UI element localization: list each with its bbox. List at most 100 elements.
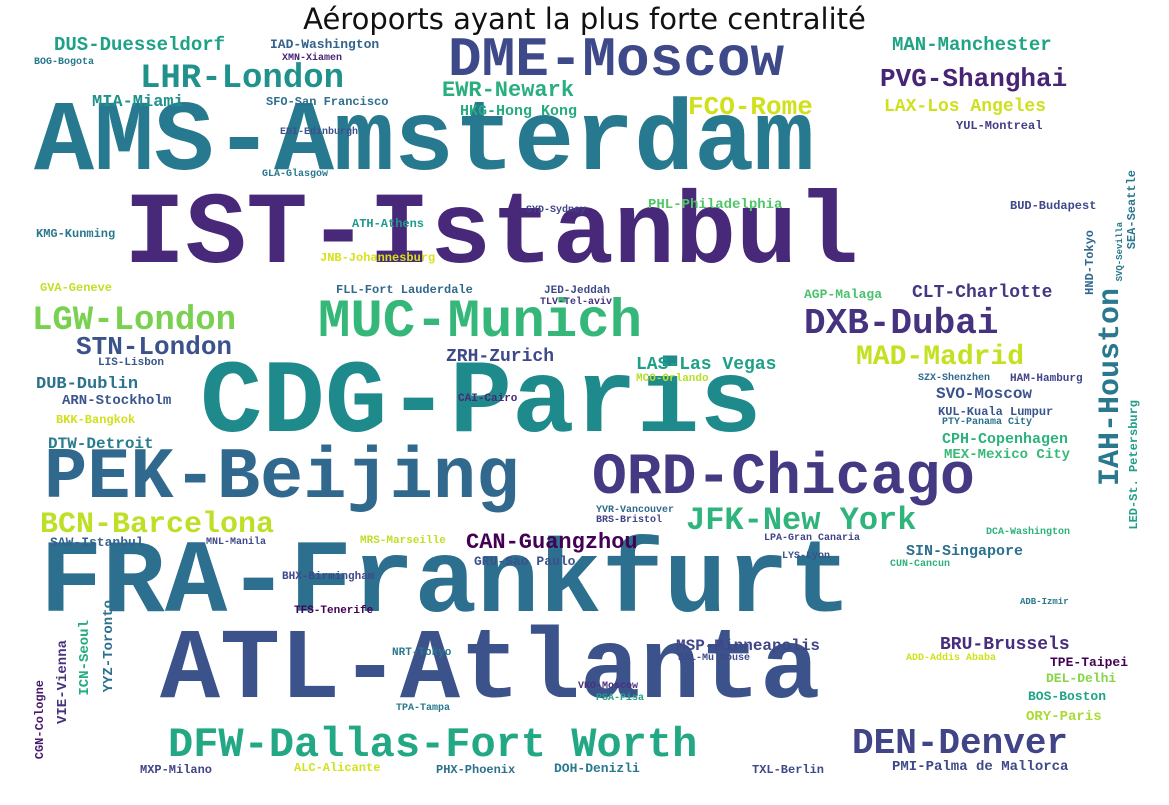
word-bkk-bangkok: BKK-Bangkok — [56, 413, 136, 427]
word-nrt-tokyo: NRT-Tokyo — [392, 647, 452, 659]
word-fco-rome: FCO-Rome — [688, 92, 813, 122]
word-man-manchester: MAN-Manchester — [892, 34, 1052, 56]
word-dca-washington: DCA-Washington — [986, 527, 1071, 538]
word-sea-seattle: SEA-Seattle — [1125, 170, 1139, 250]
word-pek-beijing: PEK-Beijing — [44, 437, 520, 519]
word-tlv-tel-aviv: TLV-Tel-aviv — [540, 297, 613, 308]
word-mrs-marseille: MRS-Marseille — [360, 535, 446, 547]
word-doh-denizli: DOH-Denizli — [554, 761, 640, 776]
word-cgn-cologne: CGN-Cologne — [33, 680, 47, 760]
word-ham-hamburg: HAM-Hamburg — [1010, 373, 1083, 385]
word-zrh-zurich: ZRH-Zurich — [446, 347, 555, 367]
word-lhr-london: LHR-London — [140, 60, 345, 98]
word-atl-atlanta: ATL-Atlanta — [160, 615, 821, 728]
word-brs-bristol: BRS-Bristol — [596, 515, 663, 526]
word-yul-montreal: YUL-Montreal — [956, 119, 1043, 133]
word-fll-fort-lauderdale: FLL-Fort Lauderdale — [336, 283, 473, 297]
word-bos-boston: BOS-Boston — [1028, 689, 1107, 704]
word-txl-berlin: TXL-Berlin — [752, 763, 825, 777]
word-arn-stockholm: ARN-Stockholm — [62, 393, 172, 409]
word-mnl-manila: MNL-Manila — [206, 537, 267, 548]
word-ath-athens: ATH-Athens — [352, 217, 425, 231]
word-pmi-palma: PMI-Palma de Mallorca — [892, 759, 1069, 775]
word-led-st-petersburg: LED-St. Petersburg — [1127, 400, 1141, 530]
word-bsl-mulhouse: BSL-Mulhouse — [678, 653, 751, 664]
word-bhx-birmingham: BHX-Birmingham — [282, 571, 375, 583]
word-bru-brussels: BRU-Brussels — [940, 635, 1070, 655]
word-psa-pisa: PSA-Pisa — [596, 693, 645, 704]
word-dtw-detroit: DTW-Detroit — [48, 435, 154, 453]
word-cdg-paris: CDG-Paris — [200, 345, 762, 463]
word-dxb-dubai: DXB-Dubai — [804, 303, 999, 344]
word-edi-edinburgh: EDI-Edinburgh — [280, 127, 359, 138]
word-can-guangzhou: CAN-Guangzhou — [466, 530, 638, 555]
word-kmg-kunming: KMG-Kunming — [36, 227, 116, 241]
word-dme-moscow: DME-Moscow — [448, 28, 785, 92]
word-icn-seoul: ICN-Seoul — [77, 620, 93, 696]
word-add-addis-ababa: ADD-Addis Ababa — [906, 653, 997, 664]
word-mco-orlando: MCO-Orlando — [636, 373, 709, 385]
word-lis-lisbon: LIS-Lisbon — [98, 357, 165, 369]
word-tpe-taipei: TPE-Taipei — [1050, 655, 1129, 670]
word-mad-madrid: MAD-Madrid — [856, 342, 1025, 373]
word-lys-lyon: LYS-Lyon — [782, 551, 831, 562]
word-bog-bogota: BOG-Bogota — [34, 57, 95, 68]
word-cph-copenhagen: CPH-Copenhagen — [942, 431, 1069, 448]
word-msp-minneapolis: MSP-Minneapolis — [676, 637, 821, 655]
word-fra-frankfurt: FRA-Frankfurt — [40, 525, 852, 643]
word-saw-istanbul: SAW-Istanbul — [50, 535, 144, 550]
word-alc-alicante: ALC-Alicante — [294, 761, 381, 775]
word-pvg-shanghai: PVG-Shanghai — [880, 64, 1068, 94]
word-agp-malaga: AGP-Malaga — [804, 287, 883, 302]
word-lpa-gran-canaria: LPA-Gran Canaria — [764, 533, 861, 544]
word-vko-moscow: VKO-Moscow — [578, 681, 639, 692]
word-stn-london: STN-London — [76, 332, 233, 362]
word-dus-duesseldorf: DUS-Duesseldorf — [54, 34, 226, 56]
word-lax-los-angeles: LAX-Los Angeles — [884, 97, 1047, 117]
word-cun-cancun: CUN-Cancun — [890, 559, 951, 570]
word-las-las-vegas: LAS-Las Vegas — [636, 355, 777, 375]
word-ist-istanbul: IST-Istanbul — [124, 177, 859, 293]
word-phl-philadelphia: PHL-Philadelphia — [648, 197, 783, 213]
word-clt-charlotte: CLT-Charlotte — [912, 283, 1053, 303]
word-bud-budapest: BUD-Budapest — [1010, 199, 1097, 213]
word-bcn-barcelona: BCN-Barcelona — [40, 508, 275, 542]
word-lgw-london: LGW-London — [32, 302, 237, 340]
word-gva-geneve: GVA-Geneve — [40, 281, 113, 295]
word-yvr-vancouver: YVR-Vancouver — [596, 505, 675, 516]
word-iad-washington: IAD-Washington — [270, 37, 380, 52]
word-svo-moscow: SVO-Moscow — [936, 385, 1033, 403]
word-gru-sao-paulo: GRU-Sao Paulo — [474, 554, 576, 569]
word-mxp-milano: MXP-Milano — [140, 763, 213, 777]
word-tfs-tenerife: TFS-Tenerife — [294, 605, 374, 617]
word-ams-amsterdam: AMS-Amsterdam — [34, 87, 815, 200]
word-den-denver: DEN-Denver — [852, 723, 1069, 764]
word-sfo-san-francisco: SFO-San Francisco — [266, 95, 389, 109]
word-tpa-tampa: TPA-Tampa — [396, 703, 451, 714]
word-muc-munich: MUC-Munich — [318, 292, 643, 353]
word-ewr-newark: EWR-Newark — [442, 78, 575, 103]
word-iah-houston: IAH-Houston — [1094, 288, 1128, 487]
word-svq-sevilla: SVQ-Sevilla — [1115, 222, 1125, 282]
word-ory-paris: ORY-Paris — [1026, 709, 1102, 725]
word-gla-glasgow: GLA-Glasgow — [262, 169, 329, 180]
word-kul-kuala-lumpur: KUL-Kuala Lumpur — [938, 405, 1054, 419]
word-hkg-hong-kong: HKG-Hong Kong — [460, 103, 578, 120]
figure-title: Aéroports ayant la plus forte centralité — [303, 2, 866, 36]
word-phx-phoenix: PHX-Phoenix — [436, 763, 516, 777]
word-dfw-dallas-fort-worth: DFW-Dallas-Fort Worth — [168, 721, 698, 769]
word-jfk-new-york: JFK-New York — [686, 502, 917, 539]
word-del-delhi: DEL-Delhi — [1046, 671, 1117, 686]
word-szx-shenzhen: SZX-Shenzhen — [918, 373, 991, 384]
word-sin-singapore: SIN-Singapore — [906, 543, 1024, 560]
word-pty-panama-city: PTY-Panama City — [942, 417, 1033, 428]
word-hnd-tokyo: HND-Tokyo — [1083, 230, 1097, 295]
word-mex-mexico-city: MEX-Mexico City — [944, 447, 1071, 463]
word-jnb-johannesburg: JNB-Johannesburg — [320, 251, 436, 265]
word-syd-sydney: SYD-Sydney — [526, 205, 587, 216]
word-cai-cairo: CAI-Cairo — [458, 393, 518, 405]
word-yyz-toronto: YYZ-Toronto — [101, 600, 117, 693]
word-xmn-xiamen: XMN-Xiamen — [282, 53, 343, 64]
word-mia-miami: MIA-Miami — [92, 93, 184, 112]
